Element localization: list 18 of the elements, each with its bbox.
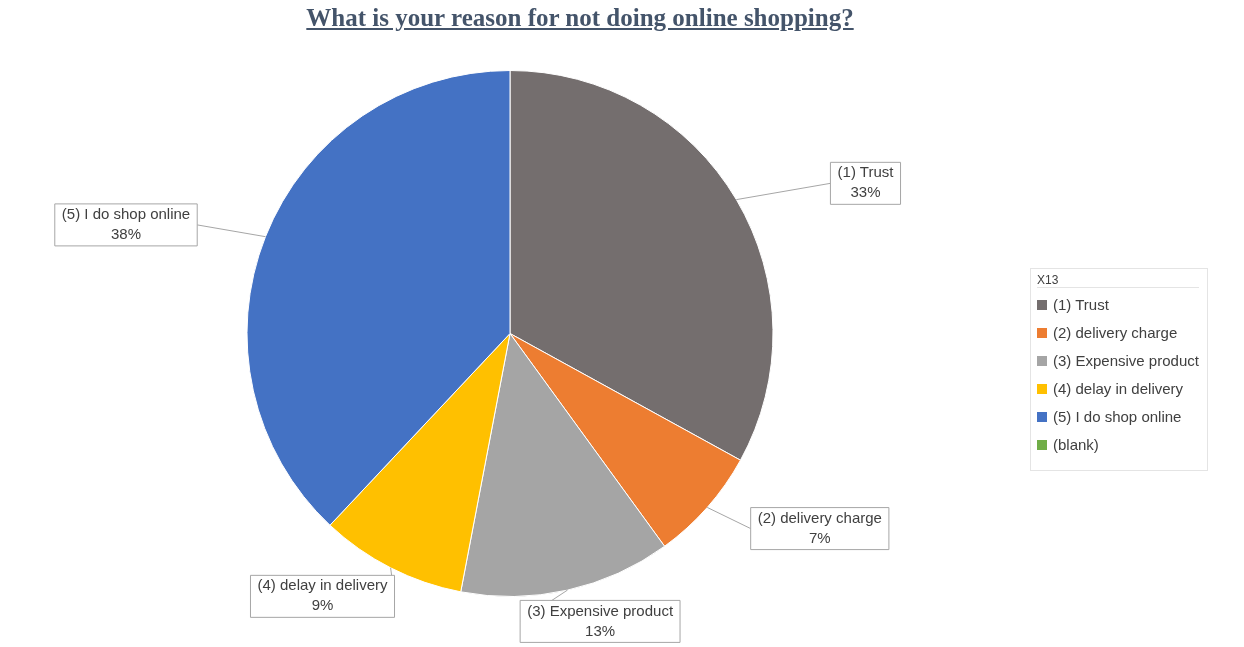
legend-label: (3) Expensive product bbox=[1053, 352, 1199, 369]
slice-label: (3) Expensive product bbox=[527, 601, 674, 619]
legend-title: X13 bbox=[1037, 273, 1199, 288]
slice-label: (2) delivery charge bbox=[757, 508, 882, 526]
data-label: 38% bbox=[110, 225, 142, 243]
legend-label: (4) delay in delivery bbox=[1053, 380, 1184, 397]
data-label: 7% bbox=[808, 528, 831, 546]
legend-label: (5) I do shop online bbox=[1053, 408, 1182, 425]
data-label: 33% bbox=[850, 183, 881, 201]
slice-label: (1) Trust bbox=[837, 163, 895, 181]
legend-label: (2) delivery charge bbox=[1053, 324, 1178, 341]
data-label: 13% bbox=[585, 621, 616, 639]
slice-label: (5) I do shop online bbox=[61, 205, 191, 223]
chart-title: What is your reason for not doing online shopping? bbox=[305, 4, 855, 32]
legend-label: (blank) bbox=[1053, 436, 1099, 453]
slice-label: (4) delay in delivery bbox=[257, 576, 389, 594]
data-label: 9% bbox=[311, 596, 334, 614]
legend-label: (1) Trust bbox=[1053, 296, 1109, 313]
